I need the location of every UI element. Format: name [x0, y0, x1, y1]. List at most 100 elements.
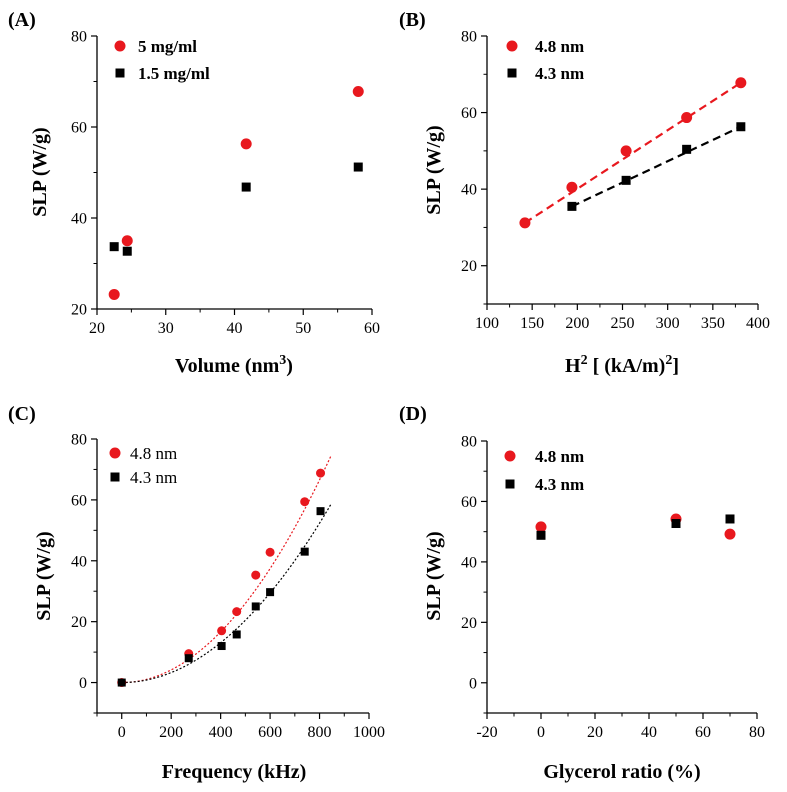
x-tick-label: 80 — [749, 724, 765, 741]
x-tick-label: 100 — [475, 315, 499, 332]
fit-line-4-3-nm — [121, 504, 332, 684]
data-point-4-3-nm — [671, 519, 681, 529]
y-axis-title: SLP (W/g) — [29, 127, 51, 216]
legend-marker — [504, 450, 516, 462]
legend-label: 4.8 nm — [535, 37, 584, 56]
x-tick-label: 150 — [520, 315, 544, 332]
fit-line-4-8-nm — [524, 81, 742, 224]
y-tick-label: 60 — [461, 494, 477, 511]
legend-label: 5 mg/ml — [138, 37, 197, 56]
panel-a: (A) 20 30 40 50 60 20 40 60 80 SLP (W/g) Volume (nm… — [8, 9, 380, 377]
data-point-4-3-nm — [117, 678, 126, 687]
data-point-4-8-nm — [265, 547, 275, 557]
legend-marker — [115, 68, 125, 78]
data-point-4-8-nm — [535, 521, 547, 533]
data-point-5-mg-ml — [121, 235, 133, 247]
legend-marker — [506, 40, 518, 52]
x-axis-title-text: Glycerol ratio (%) — [543, 761, 700, 783]
y-tick-label: 60 — [461, 105, 477, 122]
x-tick-label: 0 — [537, 724, 545, 741]
legend-label: 4.8 nm — [130, 444, 177, 463]
panel-b: (B) 100 150 200 250 300 350 400 20 40 60 80 SLP (W/g… — [399, 9, 770, 377]
x-tick-label: 1000 — [353, 724, 385, 741]
x-axis-title-text: ) — [286, 355, 293, 377]
x-tick-label: 40 — [641, 724, 657, 741]
x-axis-title: Frequency (kHz) — [162, 761, 307, 783]
y-tick-label: 40 — [461, 182, 477, 199]
data-point-4-3-nm — [736, 122, 746, 132]
fit-line-4-8-nm — [121, 456, 332, 684]
x-axis-title: Glycerol ratio (%) — [543, 761, 700, 783]
data-point-5-mg-ml — [240, 138, 252, 150]
y-tick-label: 40 — [461, 554, 477, 571]
panel-label: (B) — [399, 9, 426, 31]
x-tick-label: 20 — [587, 724, 603, 741]
x-tick-label: 300 — [656, 315, 680, 332]
x-axis-title-superscript: 2 — [581, 353, 588, 368]
legend-marker — [109, 447, 121, 459]
x-axis-title-text: H — [565, 355, 581, 377]
x-tick-label: 800 — [308, 724, 332, 741]
data-point-4-8-nm — [724, 528, 736, 540]
data-point-4-8-nm — [620, 145, 632, 157]
y-axis-title: SLP (W/g) — [33, 531, 55, 620]
x-tick-label: 200 — [565, 315, 589, 332]
data-point-5-mg-ml — [352, 86, 364, 98]
x-tick-label: 20 — [89, 320, 105, 337]
fit-line-4-3-nm — [571, 125, 742, 208]
data-point-4-8-nm — [519, 217, 531, 229]
data-point-1-5-mg-ml — [122, 246, 132, 256]
y-tick-label: 80 — [461, 434, 477, 451]
data-point-4-3-nm — [251, 602, 260, 611]
y-tick-label: 40 — [71, 553, 87, 570]
legend-label: 4.3 nm — [535, 64, 584, 83]
x-axis-title-text: Volume (nm — [175, 355, 280, 377]
data-point-4-3-nm — [316, 507, 325, 516]
data-point-4-8-nm — [232, 607, 242, 617]
data-point-4-3-nm — [232, 630, 241, 639]
legend-label: 1.5 mg/ml — [138, 64, 210, 83]
data-point-4-3-nm — [266, 588, 275, 597]
data-point-4-8-nm — [566, 181, 578, 193]
data-point-4-3-nm — [300, 547, 309, 556]
data-point-4-8-nm — [300, 497, 310, 507]
data-point-4-8-nm — [316, 468, 326, 478]
data-point-1-5-mg-ml — [353, 162, 363, 172]
data-point-4-3-nm — [184, 654, 193, 663]
x-axis-title: Volume (nm3) — [175, 353, 293, 377]
x-axis-title-text: [ (kA/m) — [588, 355, 666, 377]
x-tick-label: 200 — [159, 724, 183, 741]
data-point-4-3-nm — [567, 201, 577, 211]
x-axis-title-superscript: 3 — [279, 353, 286, 368]
x-tick-label: 60 — [364, 320, 380, 337]
panel-label: (A) — [8, 9, 36, 31]
x-tick-label: 40 — [227, 320, 243, 337]
panel-d: (D) -20 0 20 40 60 80 0 20 40 60 80 SLP (W/g) Glycero… — [399, 403, 765, 783]
data-point-1-5-mg-ml — [241, 182, 251, 192]
data-point-4-3-nm — [217, 642, 226, 651]
y-axis-title: SLP (W/g) — [423, 125, 445, 214]
x-axis-title: H2 [ (kA/m)2] — [565, 353, 679, 377]
y-axis-title: SLP (W/g) — [423, 531, 445, 620]
y-tick-label: 20 — [71, 302, 87, 319]
x-tick-label: -20 — [476, 724, 497, 741]
x-tick-label: 400 — [209, 724, 233, 741]
data-point-4-8-nm — [735, 77, 747, 89]
y-tick-label: 80 — [461, 29, 477, 46]
legend-label: 4.3 nm — [535, 475, 584, 494]
y-tick-label: 20 — [71, 614, 87, 631]
x-tick-label: 0 — [118, 724, 126, 741]
y-tick-label: 40 — [71, 211, 87, 228]
x-axis-title-text: ] — [672, 355, 679, 377]
legend-marker — [114, 40, 126, 52]
legend-label: 4.8 nm — [535, 447, 584, 466]
data-point-1-5-mg-ml — [109, 242, 119, 252]
legend-marker — [505, 479, 515, 489]
data-point-5-mg-ml — [108, 288, 120, 300]
data-point-4-8-nm — [217, 626, 227, 636]
legend-marker — [110, 472, 120, 482]
x-tick-label: 600 — [258, 724, 282, 741]
x-tick-label: 50 — [295, 320, 311, 337]
x-tick-label: 400 — [746, 315, 770, 332]
